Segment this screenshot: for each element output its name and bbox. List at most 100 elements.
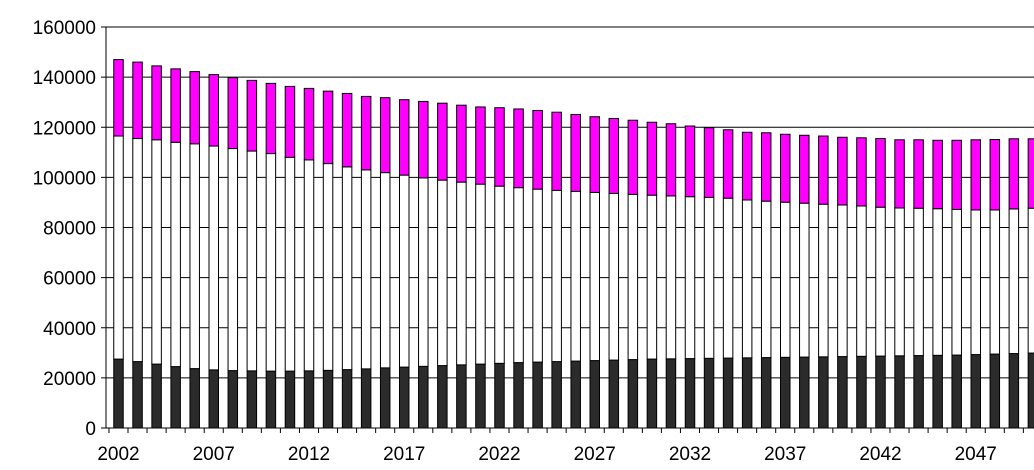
bar-segment-series-1: [360, 368, 372, 429]
bar-segment-series-2: [627, 193, 639, 361]
y-tick-label: 120000: [33, 118, 96, 139]
bar-segment-series-3: [837, 136, 848, 206]
bar-segment-series-2: [246, 150, 258, 372]
bar-segment-series-3: [551, 111, 562, 191]
y-axis-tick-labels: 0 20000 40000 60000 80000 100000 120000 140000 1…: [33, 18, 96, 440]
axes: [101, 26, 1034, 433]
bar-segment-series-3: [722, 129, 734, 199]
bar-segment-series-1: [875, 355, 886, 429]
bar-segment-series-3: [989, 139, 1001, 211]
bar-segment-series-2: [113, 135, 124, 360]
bar-segment-series-1: [627, 359, 639, 429]
bar-segment-series-3: [189, 71, 200, 145]
bar-segment-series-2: [170, 141, 181, 368]
x-tick-label: 2032: [669, 444, 711, 465]
bar-segment-series-3: [665, 123, 677, 197]
bar-segment-series-2: [684, 196, 696, 360]
bar-segment-series-3: [132, 61, 143, 140]
bar-segment-series-3: [818, 135, 829, 205]
bar-segment-series-2: [741, 199, 753, 359]
bar-segment-series-1: [856, 355, 867, 429]
bar-segment-series-1: [608, 359, 620, 429]
y-tick-label: 40000: [43, 319, 96, 340]
bar-segment-series-2: [894, 207, 905, 357]
bar-segment-series-3: [646, 121, 658, 196]
bar-segment-series-2: [570, 190, 581, 362]
bar-segment-series-1: [341, 369, 353, 429]
bar-segment-series-1: [513, 362, 524, 429]
bar-segment-series-1: [722, 357, 734, 429]
bar-segment-series-1: [989, 353, 1001, 429]
bar-segment-series-2: [265, 153, 277, 372]
bar-segment-series-1: [322, 369, 334, 429]
bar-segment-series-3: [265, 82, 277, 155]
bar-segment-series-1: [665, 358, 677, 429]
bar-segment-series-1: [151, 363, 162, 429]
bar-segment-series-3: [799, 134, 810, 204]
bar-segment-series-2: [703, 196, 715, 359]
y-tick-label: 100000: [33, 168, 96, 189]
bar-segment-series-3: [284, 85, 296, 158]
bar-segment-series-3: [589, 116, 600, 193]
bar-segment-series-3: [322, 90, 334, 165]
bar-segment-series-2: [284, 156, 296, 372]
y-tick-label: 60000: [43, 269, 96, 290]
bar-segment-series-1: [760, 357, 772, 429]
bar-segment-series-2: [456, 181, 467, 366]
bar-segment-series-2: [189, 143, 200, 370]
bar-segment-series-1: [646, 358, 658, 429]
x-tick-label: 2037: [764, 444, 806, 465]
x-tick-label: 2002: [97, 444, 139, 465]
bar-segment-series-3: [932, 139, 943, 210]
bar-segment-series-1: [913, 355, 924, 429]
bar-segment-series-2: [608, 192, 620, 361]
bar-segment-series-1: [1027, 352, 1034, 429]
x-tick-label: 2017: [383, 444, 425, 465]
bar-segment-series-2: [551, 189, 562, 363]
bar-segment-series-1: [551, 361, 562, 429]
bar-segment-series-1: [1008, 353, 1020, 429]
bar-segment-series-2: [475, 183, 486, 365]
bar-segment-series-2: [1008, 208, 1020, 355]
bar-segment-series-3: [780, 133, 791, 203]
x-tick-label: 2007: [193, 444, 235, 465]
bar-segment-series-2: [589, 191, 600, 362]
bar-segment-series-1: [494, 362, 505, 429]
bar-segment-series-2: [341, 166, 353, 371]
bar-segment-series-3: [856, 137, 867, 207]
bar-segment-series-1: [532, 361, 543, 429]
bar-segment-series-3: [170, 68, 181, 143]
bar-segment-series-3: [418, 100, 429, 179]
bar-segment-series-3: [741, 131, 753, 201]
bar-segment-series-2: [646, 194, 658, 360]
bar-segment-series-1: [437, 365, 448, 429]
bar-segment-series-2: [322, 163, 334, 371]
x-tick-label: 2047: [955, 444, 997, 465]
bar-segment-series-3: [532, 109, 543, 190]
bar-segment-series-1: [284, 370, 296, 429]
bar-segment-series-1: [399, 366, 410, 429]
bar-segment-series-2: [494, 185, 505, 364]
bar-segment-series-1: [703, 357, 715, 429]
bar-segment-series-2: [951, 208, 962, 356]
bar-segment-series-3: [303, 87, 315, 161]
bar-segment-series-3: [151, 65, 162, 141]
bar-segment-series-2: [856, 205, 867, 357]
bar-segment-series-3: [703, 127, 715, 198]
bar-segment-series-1: [475, 363, 486, 429]
bar-segment-series-3: [970, 139, 981, 211]
bar-segment-series-3: [437, 102, 448, 181]
bar-segment-series-2: [303, 159, 315, 372]
bar-segment-series-2: [151, 139, 162, 365]
bar-segment-series-3: [875, 138, 886, 208]
bar-segment-series-1: [227, 370, 239, 429]
bar-segment-series-1: [970, 354, 981, 429]
bar-segment-series-2: [513, 187, 524, 364]
bar-segment-series-2: [875, 206, 886, 357]
bar-segment-series-1: [379, 367, 391, 429]
bar-segment-series-3: [456, 104, 467, 183]
bar-segment-series-1: [132, 361, 143, 429]
x-tick-label: 2022: [478, 444, 520, 465]
bar-segment-series-1: [303, 370, 315, 429]
bar-segment-series-3: [1027, 138, 1034, 209]
